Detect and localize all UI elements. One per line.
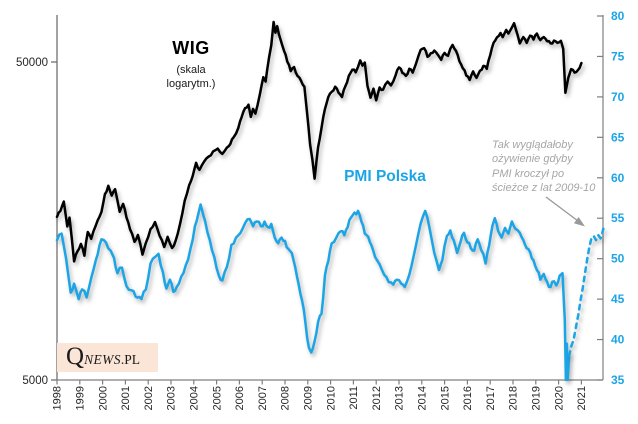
x-axis-tick-label: 2006 bbox=[234, 386, 246, 410]
right-axis-tick-label: 55 bbox=[611, 211, 625, 225]
pmi-scenario-dashed-line bbox=[567, 225, 605, 357]
right-axis-tick-label: 80 bbox=[611, 9, 625, 23]
right-axis-tick-label: 75 bbox=[611, 49, 625, 63]
x-axis-tick-label: 2015 bbox=[439, 386, 451, 410]
x-axis-tick-label: 2009 bbox=[303, 386, 315, 410]
left-axis-tick-label: 50000 bbox=[16, 57, 48, 69]
x-axis-tick-label: 1998 bbox=[52, 386, 64, 410]
x-axis-tick-label: 2005 bbox=[211, 386, 223, 410]
x-axis-tick-label: 2021 bbox=[576, 386, 588, 410]
annotation-arrow bbox=[545, 196, 583, 225]
annotation-arrowhead bbox=[573, 217, 585, 227]
x-axis-tick-label: 2008 bbox=[280, 386, 292, 410]
pmi-series-line bbox=[55, 203, 571, 382]
x-axis-tick-label: 2011 bbox=[348, 386, 360, 410]
right-axis-tick-label: 40 bbox=[611, 333, 625, 347]
x-axis-tick-label: 2018 bbox=[508, 386, 520, 410]
x-axis-tick-label: 2013 bbox=[394, 386, 406, 410]
x-axis-tick-label: 2012 bbox=[371, 386, 383, 410]
right-axis-tick-label: 50 bbox=[611, 252, 625, 266]
x-axis-tick-label: 2010 bbox=[325, 386, 337, 410]
x-axis-tick-label: 2002 bbox=[143, 386, 155, 410]
x-axis-tick-label: 2016 bbox=[462, 386, 474, 410]
right-axis-tick-label: 60 bbox=[611, 171, 625, 185]
right-axis-tick-label: 70 bbox=[611, 90, 625, 104]
x-axis-tick-label: 2004 bbox=[189, 386, 201, 410]
x-axis-tick-label: 2001 bbox=[120, 386, 132, 410]
x-axis-tick-label: 2017 bbox=[485, 386, 497, 410]
x-axis-tick-label: 2014 bbox=[417, 386, 429, 410]
wig-series-line bbox=[55, 20, 583, 263]
right-axis-tick-label: 65 bbox=[611, 130, 625, 144]
x-axis-tick-label: 1999 bbox=[75, 386, 87, 410]
left-axis-tick-label: 5000 bbox=[22, 375, 48, 387]
x-axis-tick-label: 2019 bbox=[531, 386, 543, 410]
x-axis-tick-label: 2000 bbox=[97, 386, 109, 410]
right-axis-tick-label: 45 bbox=[611, 292, 625, 306]
x-axis-tick-label: 2020 bbox=[553, 386, 565, 410]
x-axis-tick-label: 2007 bbox=[257, 386, 269, 410]
x-axis-tick-label: 2003 bbox=[166, 386, 178, 410]
right-axis-tick-label: 35 bbox=[611, 373, 625, 387]
